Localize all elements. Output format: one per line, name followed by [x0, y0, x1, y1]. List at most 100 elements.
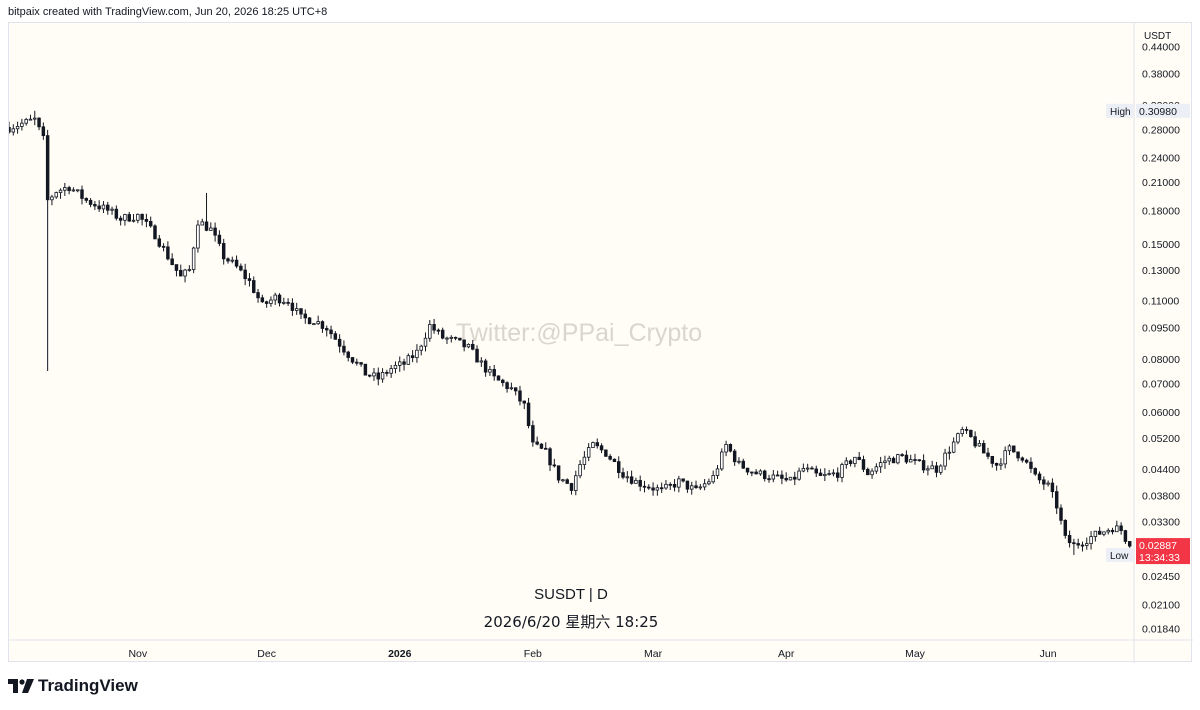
candle[interactable]: [144, 213, 149, 228]
candle[interactable]: [702, 479, 707, 491]
candle[interactable]: [835, 467, 840, 482]
candle[interactable]: [440, 327, 445, 340]
candle[interactable]: [539, 443, 544, 450]
candle[interactable]: [518, 385, 522, 406]
candle[interactable]: [294, 302, 299, 315]
candle[interactable]: [621, 467, 625, 480]
candle[interactable]: [170, 253, 174, 266]
candle[interactable]: [823, 468, 827, 482]
candle[interactable]: [466, 343, 471, 349]
candle[interactable]: [672, 479, 677, 492]
candle[interactable]: [37, 117, 41, 131]
candle[interactable]: [273, 292, 277, 305]
candle[interactable]: [793, 471, 797, 486]
candle[interactable]: [97, 200, 101, 212]
candle[interactable]: [1054, 485, 1059, 515]
candle[interactable]: [179, 264, 183, 277]
candle[interactable]: [930, 460, 934, 470]
candle[interactable]: [355, 358, 359, 366]
candle[interactable]: [814, 465, 818, 478]
candle[interactable]: [737, 457, 741, 465]
candle[interactable]: [501, 378, 505, 387]
candle[interactable]: [561, 478, 565, 483]
candle[interactable]: [492, 364, 496, 381]
candle[interactable]: [33, 110, 37, 126]
candle[interactable]: [840, 462, 844, 483]
candle[interactable]: [758, 469, 763, 476]
candle[interactable]: [269, 296, 273, 307]
candle[interactable]: [200, 218, 204, 226]
candle[interactable]: [282, 297, 286, 305]
candle[interactable]: [604, 449, 608, 457]
candle[interactable]: [844, 457, 849, 469]
candle[interactable]: [1076, 538, 1080, 549]
candle[interactable]: [788, 476, 793, 481]
candle[interactable]: [264, 300, 269, 308]
candle[interactable]: [904, 450, 909, 464]
candle[interactable]: [896, 453, 900, 465]
candle[interactable]: [569, 482, 574, 495]
candle[interactable]: [634, 477, 638, 484]
candle[interactable]: [50, 194, 54, 206]
candle[interactable]: [629, 470, 634, 485]
candle[interactable]: [531, 420, 535, 447]
candle[interactable]: [449, 335, 454, 343]
candle[interactable]: [513, 387, 518, 396]
candle[interactable]: [1115, 520, 1119, 533]
candle[interactable]: [599, 443, 604, 454]
candle[interactable]: [642, 480, 647, 493]
candle[interactable]: [595, 438, 599, 449]
candle[interactable]: [398, 356, 402, 372]
candle[interactable]: [689, 481, 694, 495]
candle[interactable]: [290, 298, 295, 316]
candle[interactable]: [934, 461, 939, 478]
candle[interactable]: [870, 468, 874, 479]
candle[interactable]: [1042, 476, 1046, 490]
candle[interactable]: [320, 320, 325, 333]
candle[interactable]: [853, 456, 857, 468]
candle[interactable]: [239, 263, 243, 272]
candle[interactable]: [243, 263, 247, 286]
candle[interactable]: [612, 458, 617, 463]
candle[interactable]: [148, 216, 153, 228]
candle[interactable]: [771, 470, 776, 483]
candle[interactable]: [247, 273, 252, 287]
candle[interactable]: [458, 337, 462, 341]
candle[interactable]: [818, 468, 823, 476]
candle[interactable]: [359, 362, 363, 367]
candle[interactable]: [608, 454, 612, 461]
candle[interactable]: [402, 358, 406, 371]
candle[interactable]: [780, 470, 784, 485]
candle[interactable]: [213, 222, 217, 242]
candle[interactable]: [106, 201, 110, 215]
candle[interactable]: [419, 344, 423, 356]
candle[interactable]: [41, 122, 46, 140]
candle[interactable]: [698, 484, 703, 491]
candle[interactable]: [775, 470, 780, 477]
candle[interactable]: [1033, 467, 1037, 476]
candle[interactable]: [677, 475, 681, 493]
candle[interactable]: [342, 340, 346, 356]
candle[interactable]: [496, 375, 501, 381]
candle[interactable]: [939, 464, 943, 475]
candle[interactable]: [114, 205, 119, 221]
candle[interactable]: [732, 448, 737, 466]
candle[interactable]: [174, 264, 179, 277]
candle[interactable]: [724, 440, 728, 457]
candle[interactable]: [191, 246, 196, 274]
candle[interactable]: [93, 201, 97, 210]
candle[interactable]: [367, 374, 372, 378]
candle[interactable]: [994, 462, 999, 471]
candle[interactable]: [204, 192, 209, 232]
candle[interactable]: [943, 448, 947, 471]
candle[interactable]: [685, 480, 690, 493]
candle[interactable]: [350, 356, 355, 364]
candle[interactable]: [810, 466, 814, 470]
candle[interactable]: [140, 213, 144, 226]
candle[interactable]: [848, 459, 853, 467]
candle[interactable]: [797, 467, 801, 481]
candle[interactable]: [535, 436, 539, 446]
candle[interactable]: [209, 222, 213, 231]
candle[interactable]: [745, 467, 750, 476]
candle[interactable]: [878, 456, 883, 473]
